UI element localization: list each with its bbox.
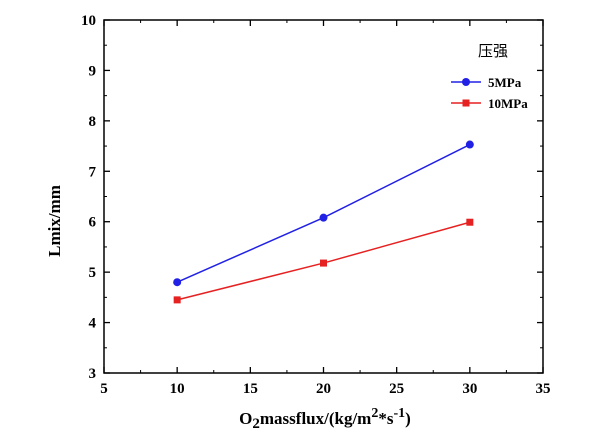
y-tick-label: 5 — [89, 265, 97, 281]
y-axis-label: Lmix/mm — [45, 185, 64, 257]
legend-title: 压强 — [478, 42, 508, 60]
y-ticks: 3 4 5 6 7 8 9 10 — [81, 13, 543, 382]
series-group — [173, 140, 474, 304]
plot-axes — [103, 19, 544, 374]
x-tick-label: 5 — [100, 381, 108, 397]
x-tick-label: 25 — [389, 381, 404, 397]
y-tick-label: 10 — [81, 13, 96, 29]
plot-frame — [103, 19, 544, 374]
x-tick-label: 30 — [462, 381, 477, 397]
legend-label: 10MPa — [488, 96, 528, 111]
data-point — [173, 296, 181, 304]
data-point — [319, 213, 328, 222]
x-tick-label: 35 — [536, 381, 551, 397]
y-tick-label: 4 — [89, 316, 97, 332]
y-tick-label: 7 — [89, 164, 97, 180]
x-tick-label: 15 — [243, 381, 258, 397]
x-axis-label: O2massflux/(kg/m2*s-1) — [239, 406, 411, 432]
x-ticks: 5 10 15 20 25 30 35 — [100, 20, 551, 397]
legend-marker — [462, 99, 470, 107]
data-point — [465, 140, 474, 149]
legend-marker — [462, 78, 470, 86]
y-tick-label: 9 — [89, 63, 97, 79]
x-tick-label: 10 — [170, 381, 185, 397]
data-point — [173, 278, 182, 287]
legend: 压强 5MPa 10MPa — [451, 42, 528, 111]
y-tick-label: 8 — [89, 114, 97, 130]
y-tick-label: 3 — [89, 366, 97, 382]
legend-label: 5MPa — [488, 75, 522, 90]
data-point — [320, 259, 327, 267]
y-tick-label: 6 — [89, 215, 97, 231]
x-tick-label: 20 — [316, 381, 331, 397]
data-point — [466, 218, 474, 226]
